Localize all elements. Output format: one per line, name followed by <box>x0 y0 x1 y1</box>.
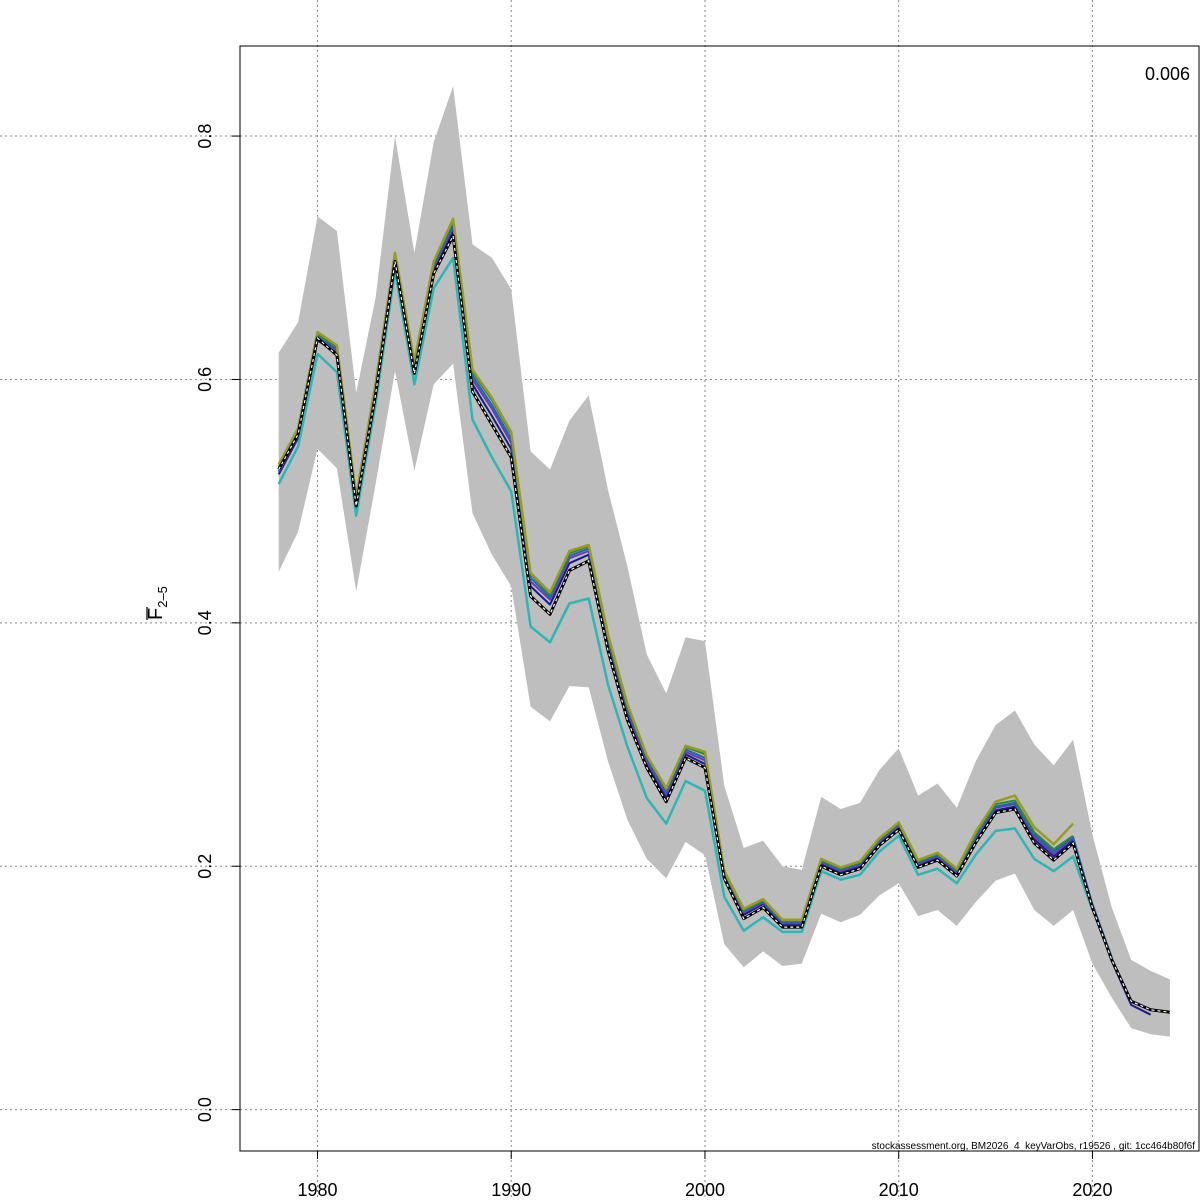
x-tick-label-2020: 2020 <box>1072 1180 1112 1200</box>
y-axis: 0.0 0.2 0.4 0.6 0.8 <box>195 124 240 1122</box>
confidence-band-area <box>278 86 1170 1037</box>
y-tick-label-0: 0.0 <box>195 1097 215 1122</box>
y-axis-label-text: F2–5 <box>145 586 170 620</box>
x-tick-label-1980: 1980 <box>297 1180 337 1200</box>
footnote: stockassessment.org, BM2026_4_keyVarObs,… <box>872 1141 1196 1152</box>
x-tick-label-2010: 2010 <box>879 1180 919 1200</box>
series-line-main-dashes <box>278 233 1170 1013</box>
y-tick-label-3: 0.6 <box>195 367 215 392</box>
plot-frame <box>239 45 1200 1152</box>
x-tick-label-1990: 1990 <box>491 1180 531 1200</box>
y-tick-label-2: 0.4 <box>195 610 215 635</box>
y-axis-label: F2–5 <box>145 586 170 620</box>
series-line-r4 <box>277 256 1094 934</box>
y-axis-label-subscript: 2–5 <box>155 586 170 608</box>
x-tick-label-2000: 2000 <box>685 1180 725 1200</box>
y-axis-label-main: F <box>145 608 167 620</box>
corner-label: 0.006 <box>1145 64 1190 84</box>
series-lines <box>277 217 1171 1016</box>
y-tick-label-4: 0.8 <box>195 124 215 149</box>
confidence-band <box>278 86 1170 1037</box>
series-line-r6 <box>277 217 1075 922</box>
y-tick-label-1: 0.2 <box>195 854 215 879</box>
x-axis: 1980 1990 2000 2010 2020 <box>297 1151 1112 1200</box>
